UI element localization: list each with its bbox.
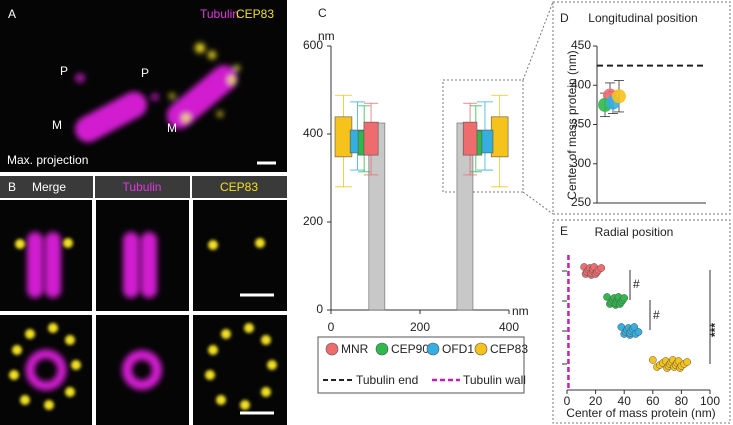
y-tick-label: 350 — [571, 117, 591, 131]
legend-label: Tubulin wall — [463, 373, 526, 387]
legend-marker — [325, 342, 339, 356]
point — [683, 358, 691, 366]
legend-frame — [317, 336, 525, 394]
legend-marker — [375, 342, 389, 356]
label: P — [141, 66, 149, 80]
x-tick-label: 40 — [618, 394, 632, 408]
panel-b: B Merge Tubulin CEP83 — [0, 176, 287, 425]
legend-label: CEP83 — [490, 342, 528, 356]
column-header: CEP83 — [220, 180, 258, 194]
y-tick-label: 400 — [303, 126, 323, 140]
box — [363, 121, 379, 156]
y-axis-label: Center of mass protein (nm) — [565, 50, 579, 199]
point — [634, 328, 643, 336]
y-tick-label: 200 — [303, 214, 323, 228]
box — [334, 116, 353, 158]
label: P — [60, 64, 68, 78]
y-tick-label: 400 — [571, 77, 591, 91]
x-axis-label: nm — [512, 304, 529, 318]
annotation: # — [653, 308, 660, 322]
label: M — [167, 121, 177, 135]
column-header: Merge — [32, 180, 66, 194]
significance-brackets — [629, 270, 711, 364]
panel-letter: B — [8, 180, 16, 194]
y-tick-label: 300 — [571, 156, 591, 170]
panel-letter: C — [318, 6, 327, 20]
x-tick-label: 0 — [328, 320, 335, 334]
y-tick-label: 600 — [303, 38, 323, 52]
legend-label: CEP90 — [391, 342, 429, 356]
x-tick-label: 60 — [646, 394, 660, 408]
x-axis-label: Center of mass protein (nm) — [566, 406, 715, 420]
chart-title: Longitudinal position — [588, 11, 697, 25]
point — [620, 294, 629, 302]
point — [597, 264, 606, 272]
x-tick-label: 400 — [499, 320, 519, 334]
column-header: Tubulin — [123, 180, 162, 194]
legend-label: OFD1 — [442, 342, 474, 356]
legend-label: MNR — [341, 342, 369, 356]
annotation: *** — [708, 323, 722, 337]
legend-marker — [426, 342, 440, 356]
box — [462, 121, 478, 156]
y-tick-label: 450 — [571, 38, 591, 52]
x-tick-label: 80 — [675, 394, 689, 408]
legend-label: Tubulin end — [356, 373, 418, 387]
micrograph — [0, 0, 287, 172]
x-tick-label: 100 — [700, 394, 720, 408]
caption: Max. projection — [7, 153, 88, 167]
x-tick-label: 20 — [589, 394, 603, 408]
box — [490, 116, 509, 158]
y-tick-label: 0 — [316, 302, 323, 316]
point — [648, 356, 657, 364]
signal — [75, 43, 240, 143]
x-tick-label: 200 — [410, 320, 430, 334]
panel-letter: D — [560, 11, 569, 25]
panel-a: A Tubulin CEP83 P P M M Max. projection — [0, 0, 287, 172]
panel-letter: E — [560, 224, 568, 238]
header-bar — [0, 176, 287, 198]
legend-cep83: CEP83 — [236, 7, 274, 21]
panel-e-frame — [552, 219, 731, 424]
y-tick-label: 250 — [571, 195, 591, 209]
x-tick-label: 0 — [564, 394, 571, 408]
zoom-box — [442, 79, 524, 193]
panel-d-frame — [552, 1, 731, 215]
point — [612, 89, 626, 104]
label: M — [52, 118, 62, 132]
legend-marker — [474, 342, 488, 356]
micrographs — [0, 200, 287, 425]
legend-tubulin: Tubulin — [200, 7, 239, 21]
annotation: # — [633, 277, 640, 291]
panel-letter: A — [8, 7, 16, 21]
y-axis-label: nm — [318, 29, 335, 43]
chart-title: Radial position — [595, 225, 674, 239]
